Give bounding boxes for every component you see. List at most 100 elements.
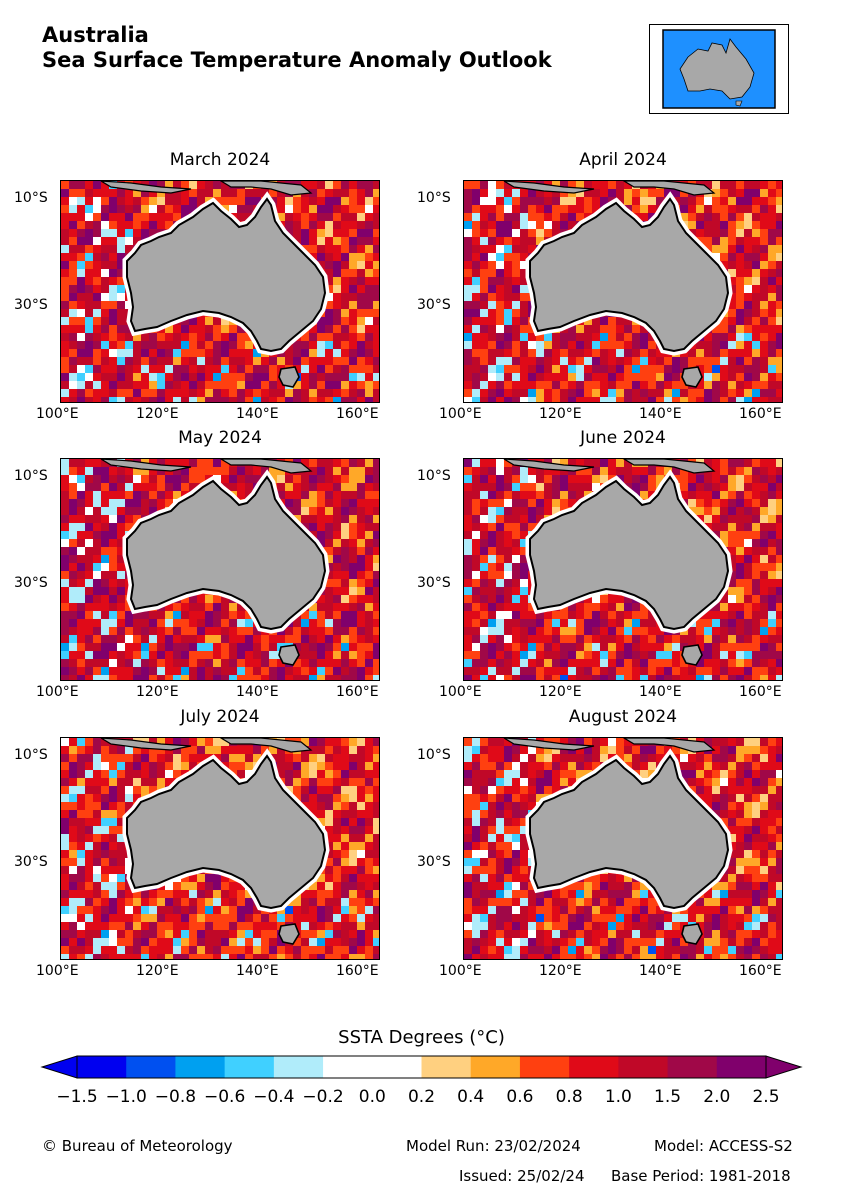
colorbar-tick-label: 2.0 xyxy=(703,1087,731,1107)
colorbar-swatch xyxy=(126,1056,176,1078)
sst-anomaly-map xyxy=(60,458,380,681)
sst-anomaly-map xyxy=(60,737,380,960)
colorbar-tick-label: −0.8 xyxy=(154,1087,197,1107)
sst-anomaly-map xyxy=(463,737,783,960)
colorbar-tick-label: 0.4 xyxy=(457,1087,485,1107)
colorbar-swatch xyxy=(470,1056,521,1078)
map-field xyxy=(61,181,379,402)
colorbar-under-arrow xyxy=(40,1055,78,1079)
panel-title: June 2024 xyxy=(580,428,666,448)
x-tick-label: 140°E xyxy=(236,406,279,422)
x-tick-label: 140°E xyxy=(639,406,682,422)
y-tick-label: 30°S xyxy=(14,854,48,870)
model-run-text: Model Run: 23/02/2024 xyxy=(406,1137,581,1155)
panel-title: March 2024 xyxy=(169,150,271,170)
x-tick-label: 100°E xyxy=(439,684,482,700)
x-tick-label: 100°E xyxy=(439,406,482,422)
australia-land xyxy=(529,475,730,631)
colorbar-tick-label: 0.0 xyxy=(358,1087,386,1107)
colorbar-tick-label: −0.6 xyxy=(204,1087,246,1107)
map-field xyxy=(464,459,782,680)
tasmania-land xyxy=(681,644,703,666)
map-field xyxy=(61,459,379,680)
issued-text: Issued: 25/02/24 xyxy=(459,1167,585,1185)
colorbar-over-arrow xyxy=(765,1055,803,1079)
colorbar-swatch xyxy=(519,1056,570,1078)
x-tick-label: 160°E xyxy=(739,406,782,422)
x-tick-label: 160°E xyxy=(336,684,379,700)
copyright-text: © Bureau of Meteorology xyxy=(42,1137,233,1155)
inset-locator-map xyxy=(649,24,789,114)
colorbar-swatch xyxy=(77,1056,127,1078)
model-text: Model: ACCESS-S2 xyxy=(654,1137,793,1155)
australia-land xyxy=(126,197,327,353)
y-tick-label: 10°S xyxy=(14,747,48,763)
x-tick-label: 140°E xyxy=(639,684,682,700)
x-tick-label: 100°E xyxy=(36,684,79,700)
sst-anomaly-map xyxy=(463,458,783,681)
colorbar-tick-label: −1.5 xyxy=(56,1087,98,1107)
x-tick-label: 120°E xyxy=(539,406,582,422)
x-tick-label: 120°E xyxy=(539,963,582,979)
tasmania-land xyxy=(681,366,703,388)
colorbar xyxy=(40,1055,803,1079)
colorbar-swatch xyxy=(569,1056,619,1078)
map-field xyxy=(61,738,379,959)
y-tick-label: 30°S xyxy=(14,575,48,591)
page-subtitle: Sea Surface Temperature Anomaly Outlook xyxy=(42,48,552,72)
x-tick-label: 100°E xyxy=(439,963,482,979)
inset-australia-land xyxy=(679,38,755,100)
x-tick-label: 160°E xyxy=(739,684,782,700)
colorbar-swatch xyxy=(175,1056,226,1078)
colorbar-tick-label: −1.0 xyxy=(105,1087,147,1107)
colorbar-tick-label: 1.0 xyxy=(604,1087,632,1107)
x-tick-label: 120°E xyxy=(539,684,582,700)
sst-anomaly-map xyxy=(60,180,380,403)
y-tick-label: 10°S xyxy=(14,190,48,206)
colorbar-tick-label: −0.4 xyxy=(253,1087,295,1107)
panel-title: April 2024 xyxy=(579,150,667,170)
x-tick-label: 100°E xyxy=(36,406,79,422)
colorbar-swatch xyxy=(323,1056,373,1078)
x-tick-label: 120°E xyxy=(136,406,179,422)
colorbar-swatch xyxy=(273,1056,324,1078)
colorbar-tick-label: 2.5 xyxy=(752,1087,780,1107)
australia-land xyxy=(529,754,730,910)
y-tick-label: 10°S xyxy=(14,468,48,484)
colorbar-swatch xyxy=(421,1056,472,1078)
y-tick-label: 30°S xyxy=(417,575,451,591)
sst-anomaly-map xyxy=(463,180,783,403)
colorbar-swatch xyxy=(716,1056,767,1078)
y-tick-label: 30°S xyxy=(417,854,451,870)
y-tick-label: 10°S xyxy=(417,190,451,206)
colorbar-swatch xyxy=(224,1056,275,1078)
x-tick-label: 160°E xyxy=(336,406,379,422)
x-tick-label: 100°E xyxy=(36,963,79,979)
x-tick-label: 120°E xyxy=(136,963,179,979)
colorbar-swatch xyxy=(372,1056,422,1078)
colorbar-title: SSTA Degrees (°C) xyxy=(338,1027,505,1048)
x-tick-label: 140°E xyxy=(236,963,279,979)
australia-land xyxy=(126,475,327,631)
y-tick-label: 30°S xyxy=(14,297,48,313)
tasmania-land xyxy=(278,923,300,945)
panel-title: August 2024 xyxy=(568,707,678,727)
australia-land xyxy=(529,197,730,353)
y-tick-label: 30°S xyxy=(417,297,451,313)
x-tick-label: 160°E xyxy=(336,963,379,979)
colorbar-swatch xyxy=(667,1056,718,1078)
y-tick-label: 10°S xyxy=(417,747,451,763)
tasmania-land xyxy=(278,366,300,388)
colorbar-tick-label: 0.6 xyxy=(506,1087,534,1107)
australia-land xyxy=(126,754,327,910)
map-field xyxy=(464,181,782,402)
x-tick-label: 160°E xyxy=(739,963,782,979)
colorbar-tick-label: 0.2 xyxy=(407,1087,436,1107)
page-title: Australia xyxy=(42,23,149,47)
x-tick-label: 140°E xyxy=(639,963,682,979)
map-field xyxy=(464,738,782,959)
colorbar-tick-label: −0.2 xyxy=(302,1087,344,1107)
x-tick-label: 120°E xyxy=(136,684,179,700)
base-period-text: Base Period: 1981-2018 xyxy=(611,1167,791,1185)
panel-title: May 2024 xyxy=(178,428,262,448)
